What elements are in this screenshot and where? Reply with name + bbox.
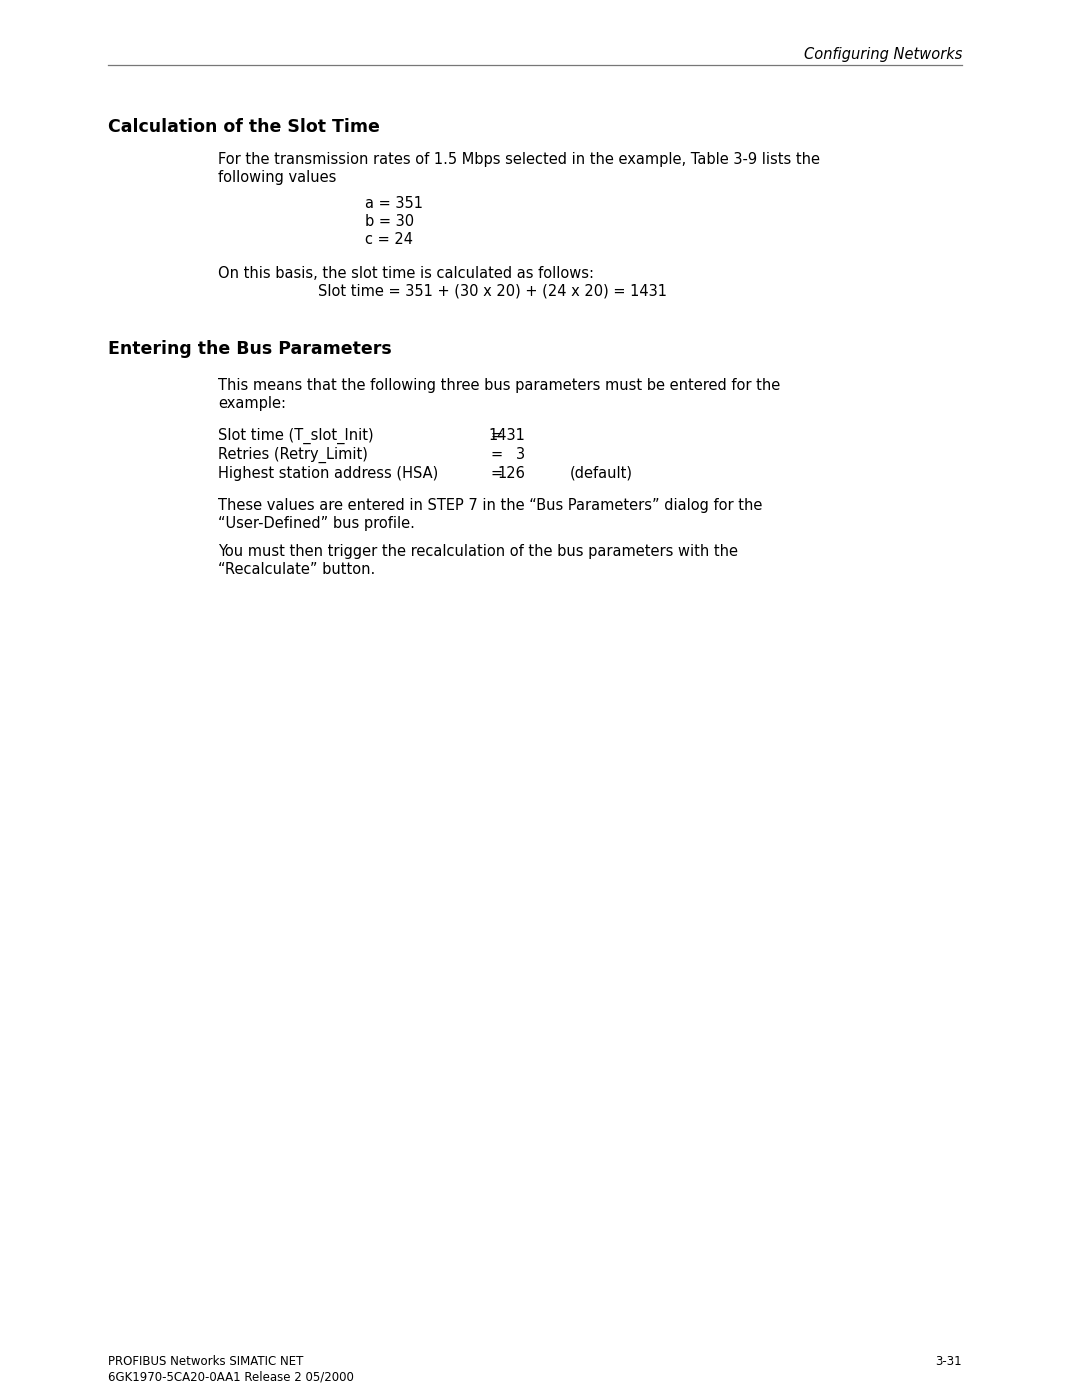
Text: Configuring Networks: Configuring Networks [804, 47, 962, 61]
Text: 126: 126 [497, 467, 525, 481]
Text: For the transmission rates of 1.5 Mbps selected in the example, Table 3-9 lists : For the transmission rates of 1.5 Mbps s… [218, 152, 820, 168]
Text: =: = [490, 447, 502, 462]
Text: =: = [490, 427, 502, 443]
Text: 3-31: 3-31 [935, 1355, 962, 1368]
Text: following values: following values [218, 170, 336, 184]
Text: This means that the following three bus parameters must be entered for the: This means that the following three bus … [218, 379, 780, 393]
Text: Highest station address (HSA): Highest station address (HSA) [218, 467, 438, 481]
Text: c = 24: c = 24 [365, 232, 413, 247]
Text: (default): (default) [570, 467, 633, 481]
Text: Calculation of the Slot Time: Calculation of the Slot Time [108, 117, 380, 136]
Text: PROFIBUS Networks SIMATIC NET: PROFIBUS Networks SIMATIC NET [108, 1355, 303, 1368]
Text: 6GK1970-5CA20-0AA1 Release 2 05/2000: 6GK1970-5CA20-0AA1 Release 2 05/2000 [108, 1370, 354, 1384]
Text: 3: 3 [516, 447, 525, 462]
Text: Retries (Retry_Limit): Retries (Retry_Limit) [218, 447, 368, 464]
Text: a = 351: a = 351 [365, 196, 423, 211]
Text: Entering the Bus Parameters: Entering the Bus Parameters [108, 339, 392, 358]
Text: 1431: 1431 [488, 427, 525, 443]
Text: b = 30: b = 30 [365, 214, 414, 229]
Text: Slot time = 351 + (30 x 20) + (24 x 20) = 1431: Slot time = 351 + (30 x 20) + (24 x 20) … [318, 284, 667, 299]
Text: =: = [490, 467, 502, 481]
Text: “Recalculate” button.: “Recalculate” button. [218, 562, 375, 577]
Text: example:: example: [218, 395, 286, 411]
Text: Slot time (T_slot_Init): Slot time (T_slot_Init) [218, 427, 374, 444]
Text: “User-Defined” bus profile.: “User-Defined” bus profile. [218, 515, 415, 531]
Text: On this basis, the slot time is calculated as follows:: On this basis, the slot time is calculat… [218, 265, 594, 281]
Text: These values are entered in STEP 7 in the “Bus Parameters” dialog for the: These values are entered in STEP 7 in th… [218, 497, 762, 513]
Text: You must then trigger the recalculation of the bus parameters with the: You must then trigger the recalculation … [218, 543, 738, 559]
